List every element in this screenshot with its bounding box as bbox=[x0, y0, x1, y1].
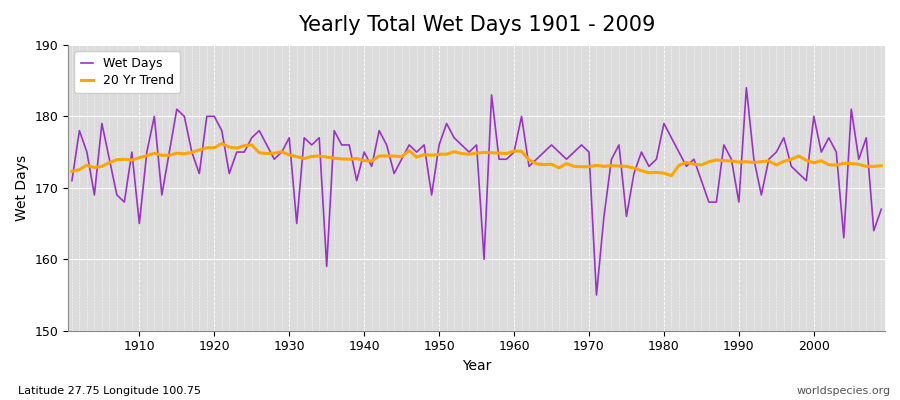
20 Yr Trend bbox=[216, 141, 227, 146]
Y-axis label: Wet Days: Wet Days bbox=[15, 155, 29, 221]
20 Yr Trend bbox=[876, 163, 886, 168]
Wet Days bbox=[127, 150, 138, 154]
20 Yr Trend bbox=[666, 173, 677, 178]
20 Yr Trend bbox=[67, 169, 77, 174]
20 Yr Trend bbox=[299, 156, 310, 161]
Wet Days bbox=[741, 85, 751, 90]
X-axis label: Year: Year bbox=[462, 359, 491, 373]
Legend: Wet Days, 20 Yr Trend: Wet Days, 20 Yr Trend bbox=[75, 51, 180, 93]
20 Yr Trend bbox=[127, 158, 138, 162]
Text: Latitude 27.75 Longitude 100.75: Latitude 27.75 Longitude 100.75 bbox=[18, 386, 201, 396]
Line: Wet Days: Wet Days bbox=[72, 88, 881, 295]
Text: worldspecies.org: worldspecies.org bbox=[796, 386, 891, 396]
Wet Days bbox=[606, 157, 616, 162]
Wet Days bbox=[501, 157, 512, 162]
Wet Days bbox=[292, 221, 302, 226]
Wet Days bbox=[591, 292, 602, 297]
20 Yr Trend bbox=[344, 157, 355, 162]
Wet Days bbox=[876, 207, 886, 212]
20 Yr Trend bbox=[516, 149, 526, 154]
20 Yr Trend bbox=[606, 163, 616, 168]
Title: Yearly Total Wet Days 1901 - 2009: Yearly Total Wet Days 1901 - 2009 bbox=[298, 15, 655, 35]
Wet Days bbox=[67, 178, 77, 183]
Wet Days bbox=[337, 142, 347, 147]
Line: 20 Yr Trend: 20 Yr Trend bbox=[72, 144, 881, 176]
20 Yr Trend bbox=[508, 149, 519, 154]
Wet Days bbox=[508, 150, 519, 154]
